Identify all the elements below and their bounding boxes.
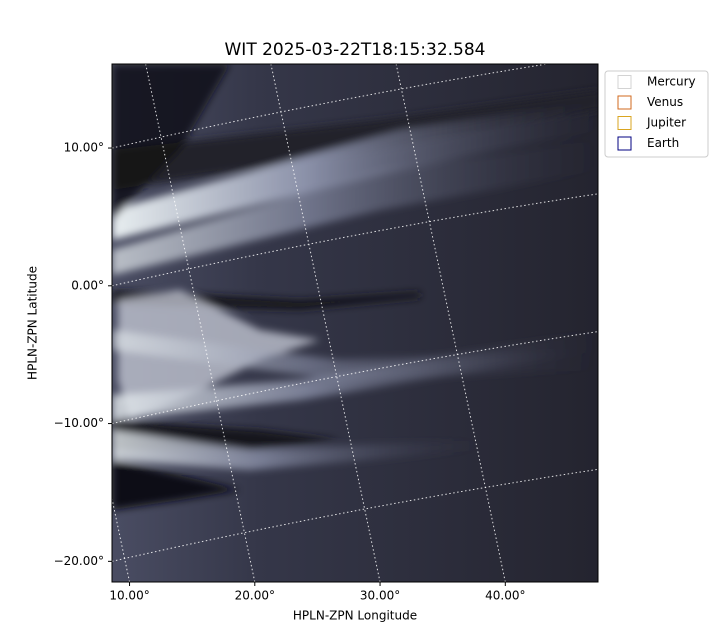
y-tick-label: −10.00° — [54, 416, 104, 430]
grid-line — [145, 64, 256, 582]
grid-line — [270, 64, 381, 582]
legend-box — [604, 70, 709, 158]
legend-label: Earth — [647, 136, 679, 150]
legend-label: Mercury — [647, 75, 696, 89]
x-tick-label: 30.00° — [360, 589, 400, 603]
legend-swatch — [617, 136, 632, 151]
legend-swatch — [617, 95, 632, 110]
x-axis-label: HPLN-ZPN Longitude — [293, 609, 417, 623]
legend-swatch — [617, 116, 632, 130]
x-tick-label: 40.00° — [485, 589, 525, 603]
legend-label: Jupiter — [646, 116, 686, 130]
y-axis-label: HPLN-ZPN Latitude — [26, 266, 40, 380]
legend-swatch — [617, 75, 632, 89]
plot-frame — [111, 63, 599, 583]
grid-line — [112, 468, 598, 562]
legend: Mercury Venus Jupiter Earth — [604, 70, 709, 158]
y-tick-label: 0.00° — [71, 278, 104, 292]
grid-line — [112, 64, 551, 149]
grid-line — [112, 193, 598, 287]
x-tick-label: 20.00° — [235, 589, 275, 603]
grid-line — [112, 331, 598, 425]
grid-line — [395, 64, 506, 582]
x-tick-label: 10.00° — [109, 589, 149, 603]
image — [112, 64, 598, 582]
y-tick-label: 10.00° — [64, 141, 104, 155]
y-tick-label: −20.00° — [54, 554, 104, 568]
legend-label: Venus — [647, 95, 683, 109]
chart-title: WIT 2025-03-22T18:15:32.584 — [225, 40, 486, 60]
